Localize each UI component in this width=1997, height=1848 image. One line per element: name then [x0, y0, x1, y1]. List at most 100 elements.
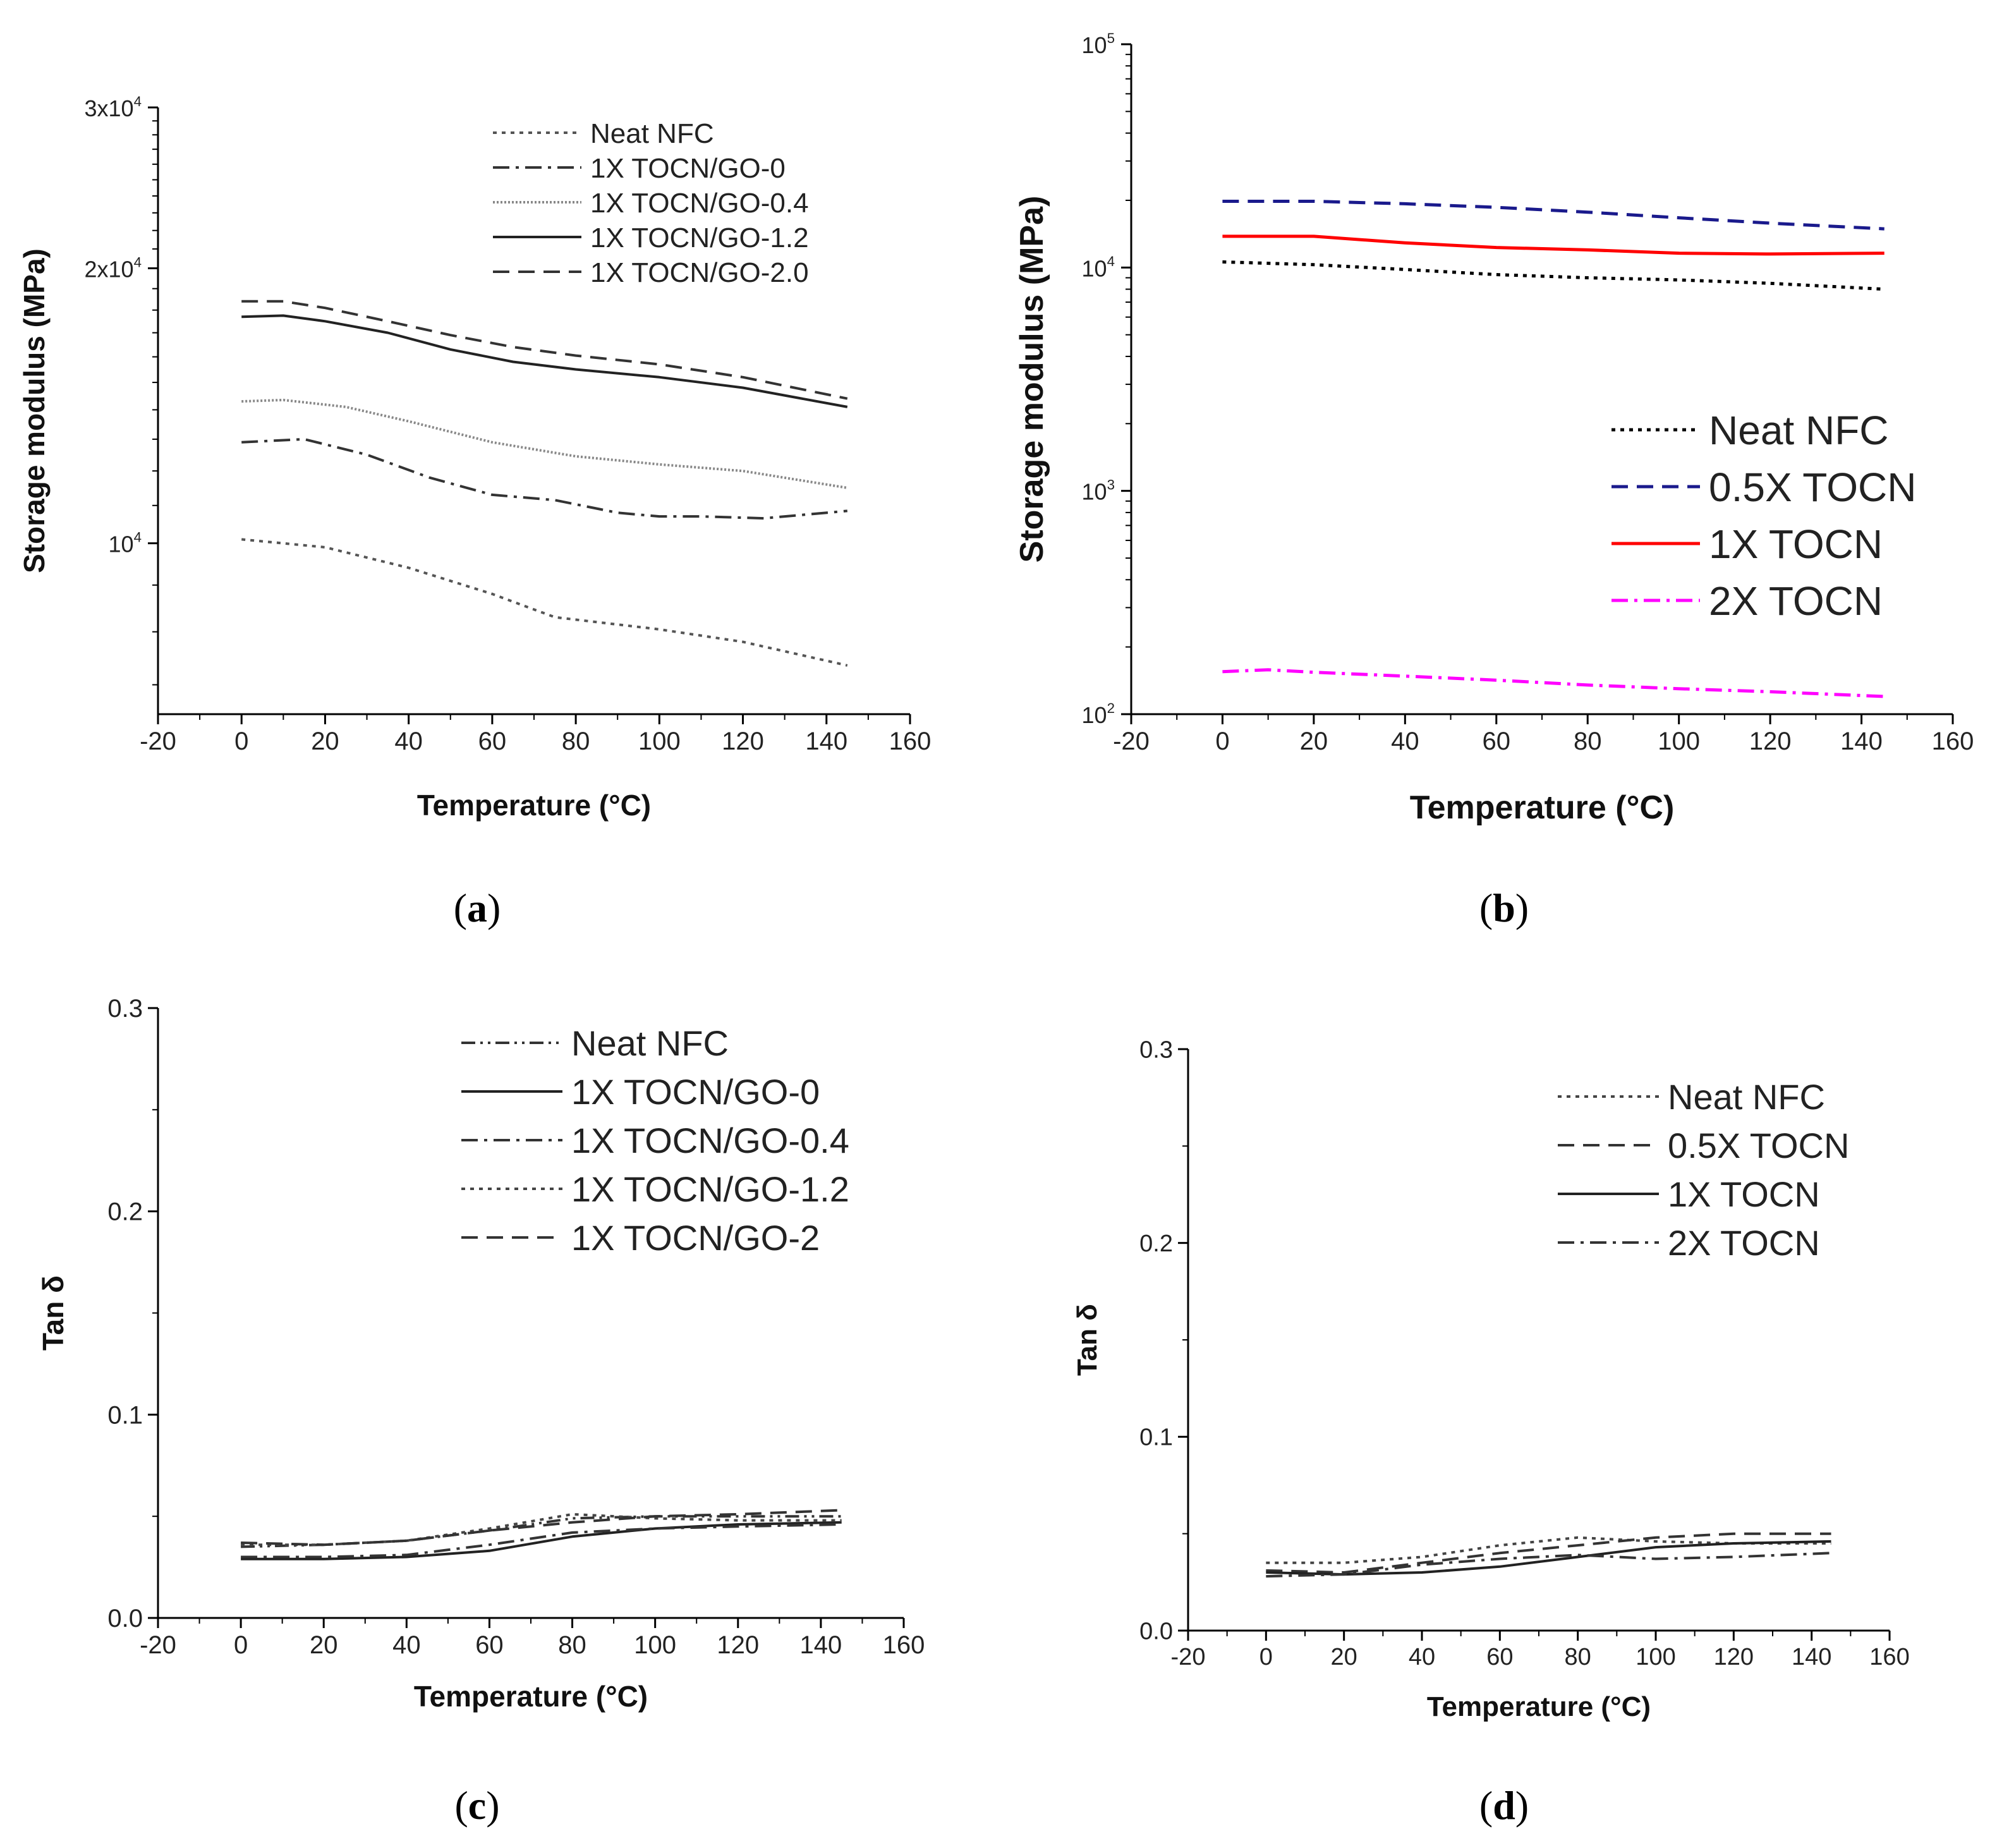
x-tick-label: 80	[1574, 727, 1602, 755]
series-line-1	[241, 538, 848, 667]
legend-label-1: Neat NFC	[1668, 1077, 1825, 1117]
y-tick-label: 0.1	[1139, 1425, 1173, 1451]
series-line-1	[241, 1515, 842, 1548]
x-tick-label: 60	[475, 1631, 504, 1659]
x-tick-label: 40	[1391, 727, 1419, 755]
x-tick-label: 60	[1483, 727, 1511, 755]
x-tick-label: 80	[558, 1631, 586, 1659]
series-line-4	[241, 314, 848, 408]
x-tick-label: 80	[1565, 1644, 1591, 1670]
y-axis-title: Tan δ	[37, 1275, 70, 1351]
x-tick-label: 140	[1840, 727, 1883, 755]
legend: Neat NFC 0.5X TOCN 1X TOCN 2X TOCN	[1558, 1077, 1849, 1263]
legend-label-2: 1X TOCN/GO-0	[590, 153, 786, 184]
x-tick-label: -20	[1171, 1644, 1206, 1670]
caption-b: (b)	[1479, 885, 1529, 930]
chart-panel-b: -20 0 20 40 60 80 100 120 140 160 102 103 104 105 Temp…	[1014, 30, 1974, 826]
legend-label-4: 2X TOCN	[1668, 1223, 1820, 1263]
series-line-3	[241, 398, 848, 489]
x-tick-label: 120	[717, 1631, 759, 1659]
series-line-1	[1222, 260, 1885, 291]
legend-label-3: 1X TOCN	[1668, 1174, 1820, 1214]
chart-panel-a: -20 0 20 40 60 80 100 120 140 160 104 2x104 3x104 Tem…	[18, 94, 931, 822]
y-tick-label: 104	[1082, 253, 1115, 281]
series-line-3	[241, 1523, 842, 1559]
x-axis-title: Temperature (°C)	[1410, 789, 1675, 826]
x-tick-label: -20	[1113, 727, 1150, 755]
x-tick-label: 140	[1792, 1644, 1831, 1670]
y-tick-label: 104	[109, 529, 142, 557]
x-tick-label: 100	[1636, 1644, 1675, 1670]
series-line-4	[1222, 668, 1885, 698]
x-tick-label: 0	[234, 727, 248, 755]
x-tick-label: 60	[478, 727, 507, 755]
y-tick-label: 103	[1082, 477, 1115, 504]
y-tick-label: 0.3	[107, 995, 143, 1023]
y-axis-title: Storage modulus (MPa)	[18, 248, 51, 573]
legend-label-1: Neat NFC	[590, 118, 714, 149]
x-tick-label: 100	[1658, 727, 1700, 755]
x-tick-label: 20	[310, 1631, 338, 1659]
x-axis-title: Temperature (°C)	[1427, 1691, 1651, 1722]
x-axis-title: Temperature (°C)	[417, 789, 651, 822]
x-tick-label: 20	[1300, 727, 1328, 755]
series-line-2	[1222, 200, 1885, 231]
series-line-2	[241, 437, 847, 520]
series-line-5	[241, 300, 848, 400]
y-tick-label: 0.0	[107, 1605, 143, 1632]
legend-label-4: 1X TOCN/GO-1.2	[590, 222, 809, 253]
series-line-3	[1222, 234, 1885, 256]
legend-label-2: 1X TOCN/GO-0	[571, 1072, 820, 1112]
caption-a: (a)	[453, 885, 501, 930]
x-tick-label: 20	[311, 727, 339, 755]
y-tick-label: 0.0	[1139, 1618, 1173, 1644]
x-tick-label: 0	[234, 1631, 248, 1659]
series-line-2	[1266, 1532, 1831, 1574]
x-tick-label: 120	[722, 727, 764, 755]
x-tick-label: 120	[1714, 1644, 1754, 1670]
x-tick-label: 160	[1869, 1644, 1909, 1670]
y-tick-label: 102	[1082, 700, 1115, 728]
x-tick-label: -20	[140, 1631, 176, 1659]
x-tick-label: 140	[805, 727, 847, 755]
x-tick-label: 100	[634, 1631, 676, 1659]
x-tick-label: 60	[1486, 1644, 1513, 1670]
series-line-4	[241, 1512, 842, 1547]
x-tick-label: -20	[140, 727, 176, 755]
legend-label-4: 1X TOCN/GO-1.2	[571, 1169, 849, 1209]
series-line-1	[1266, 1536, 1831, 1564]
x-tick-label: 40	[392, 1631, 421, 1659]
series-line-3	[1266, 1540, 1831, 1576]
x-tick-label: 160	[1932, 727, 1974, 755]
legend-label-5: 1X TOCN/GO-2.0	[590, 257, 809, 288]
x-tick-label: 160	[883, 1631, 925, 1659]
series-line-2	[241, 1521, 842, 1560]
x-tick-label: 40	[394, 727, 423, 755]
chart-panel-c: -20 0 20 40 60 80 100 120 140 160 0.0 0.1 0.2 0.3 Temp…	[37, 995, 925, 1713]
x-tick-label: 100	[638, 727, 681, 755]
x-tick-label: 40	[1409, 1644, 1435, 1670]
legend-label-3: 1X TOCN/GO-0.4	[590, 188, 809, 219]
y-axis-title: Storage modulus (MPa)	[1014, 196, 1050, 563]
x-tick-label: 20	[1331, 1644, 1357, 1670]
x-tick-label: 0	[1260, 1644, 1273, 1670]
y-axis-title: Tan δ	[1072, 1304, 1103, 1376]
y-tick-label: 0.3	[1139, 1036, 1173, 1063]
y-tick-label: 0.2	[1139, 1231, 1173, 1257]
x-tick-label: 140	[800, 1631, 842, 1659]
y-tick-label: 105	[1082, 30, 1115, 58]
x-tick-label: 160	[889, 727, 932, 755]
legend: Neat NFC 0.5X TOCN 1X TOCN 2X TOCN	[1612, 408, 1916, 624]
y-tick-label: 3x104	[85, 94, 142, 121]
caption-d: (d)	[1479, 1783, 1529, 1828]
legend-label-2: 0.5X TOCN	[1668, 1126, 1849, 1165]
x-tick-label: 80	[562, 727, 590, 755]
series-line-5	[241, 1509, 842, 1547]
x-tick-label: 0	[1215, 727, 1229, 755]
y-tick-label: 0.1	[107, 1401, 143, 1429]
x-axis-title: Temperature (°C)	[414, 1680, 648, 1713]
legend-label-3: 1X TOCN/GO-0.4	[571, 1121, 849, 1160]
